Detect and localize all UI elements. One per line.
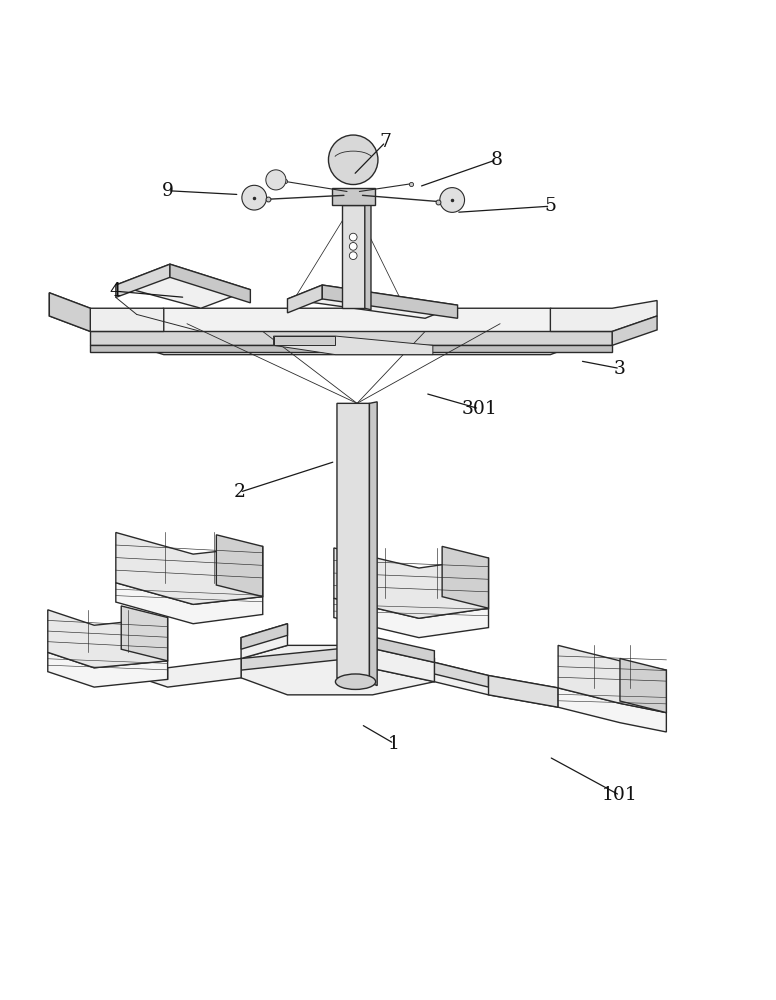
Polygon shape (334, 598, 489, 638)
Polygon shape (116, 264, 251, 308)
Polygon shape (334, 548, 489, 618)
Polygon shape (241, 624, 287, 659)
Polygon shape (372, 648, 435, 682)
Polygon shape (170, 264, 251, 303)
Polygon shape (48, 610, 168, 668)
Polygon shape (337, 403, 369, 682)
Polygon shape (116, 264, 170, 297)
Text: 7: 7 (379, 133, 392, 151)
Polygon shape (90, 345, 612, 352)
Polygon shape (558, 645, 667, 713)
Text: 301: 301 (462, 400, 497, 418)
Circle shape (440, 188, 465, 212)
Circle shape (349, 252, 357, 260)
Polygon shape (90, 331, 612, 345)
Polygon shape (50, 293, 90, 331)
Polygon shape (489, 676, 558, 707)
Polygon shape (372, 645, 435, 682)
Circle shape (328, 135, 378, 185)
Polygon shape (274, 336, 433, 355)
Polygon shape (116, 583, 263, 624)
Polygon shape (241, 645, 435, 695)
Polygon shape (341, 205, 365, 308)
Text: 101: 101 (602, 786, 638, 804)
Ellipse shape (335, 674, 376, 689)
Polygon shape (90, 308, 612, 355)
Polygon shape (217, 535, 263, 597)
Polygon shape (121, 652, 168, 679)
Polygon shape (372, 637, 435, 662)
Polygon shape (116, 532, 263, 604)
Polygon shape (369, 402, 377, 686)
Circle shape (349, 233, 357, 241)
Polygon shape (241, 645, 372, 670)
Polygon shape (550, 301, 657, 331)
Polygon shape (48, 652, 168, 687)
Circle shape (349, 243, 357, 250)
Text: 8: 8 (490, 151, 502, 169)
Polygon shape (50, 293, 164, 331)
Polygon shape (435, 662, 489, 687)
Polygon shape (322, 285, 458, 318)
Circle shape (266, 170, 286, 190)
Polygon shape (121, 606, 168, 661)
Polygon shape (287, 285, 458, 318)
Polygon shape (435, 662, 558, 707)
Polygon shape (442, 546, 489, 608)
Polygon shape (558, 688, 667, 732)
Polygon shape (121, 652, 241, 687)
Text: 1: 1 (388, 735, 400, 753)
Polygon shape (274, 336, 335, 345)
Text: 2: 2 (234, 483, 245, 501)
Polygon shape (331, 188, 375, 205)
Text: 5: 5 (545, 197, 556, 215)
Circle shape (242, 185, 267, 210)
Polygon shape (365, 205, 371, 310)
Text: 3: 3 (614, 360, 626, 378)
Polygon shape (612, 316, 657, 345)
Polygon shape (287, 285, 322, 313)
Text: 9: 9 (161, 182, 174, 200)
Polygon shape (620, 659, 667, 713)
Text: 4: 4 (110, 282, 122, 300)
Polygon shape (241, 624, 287, 649)
